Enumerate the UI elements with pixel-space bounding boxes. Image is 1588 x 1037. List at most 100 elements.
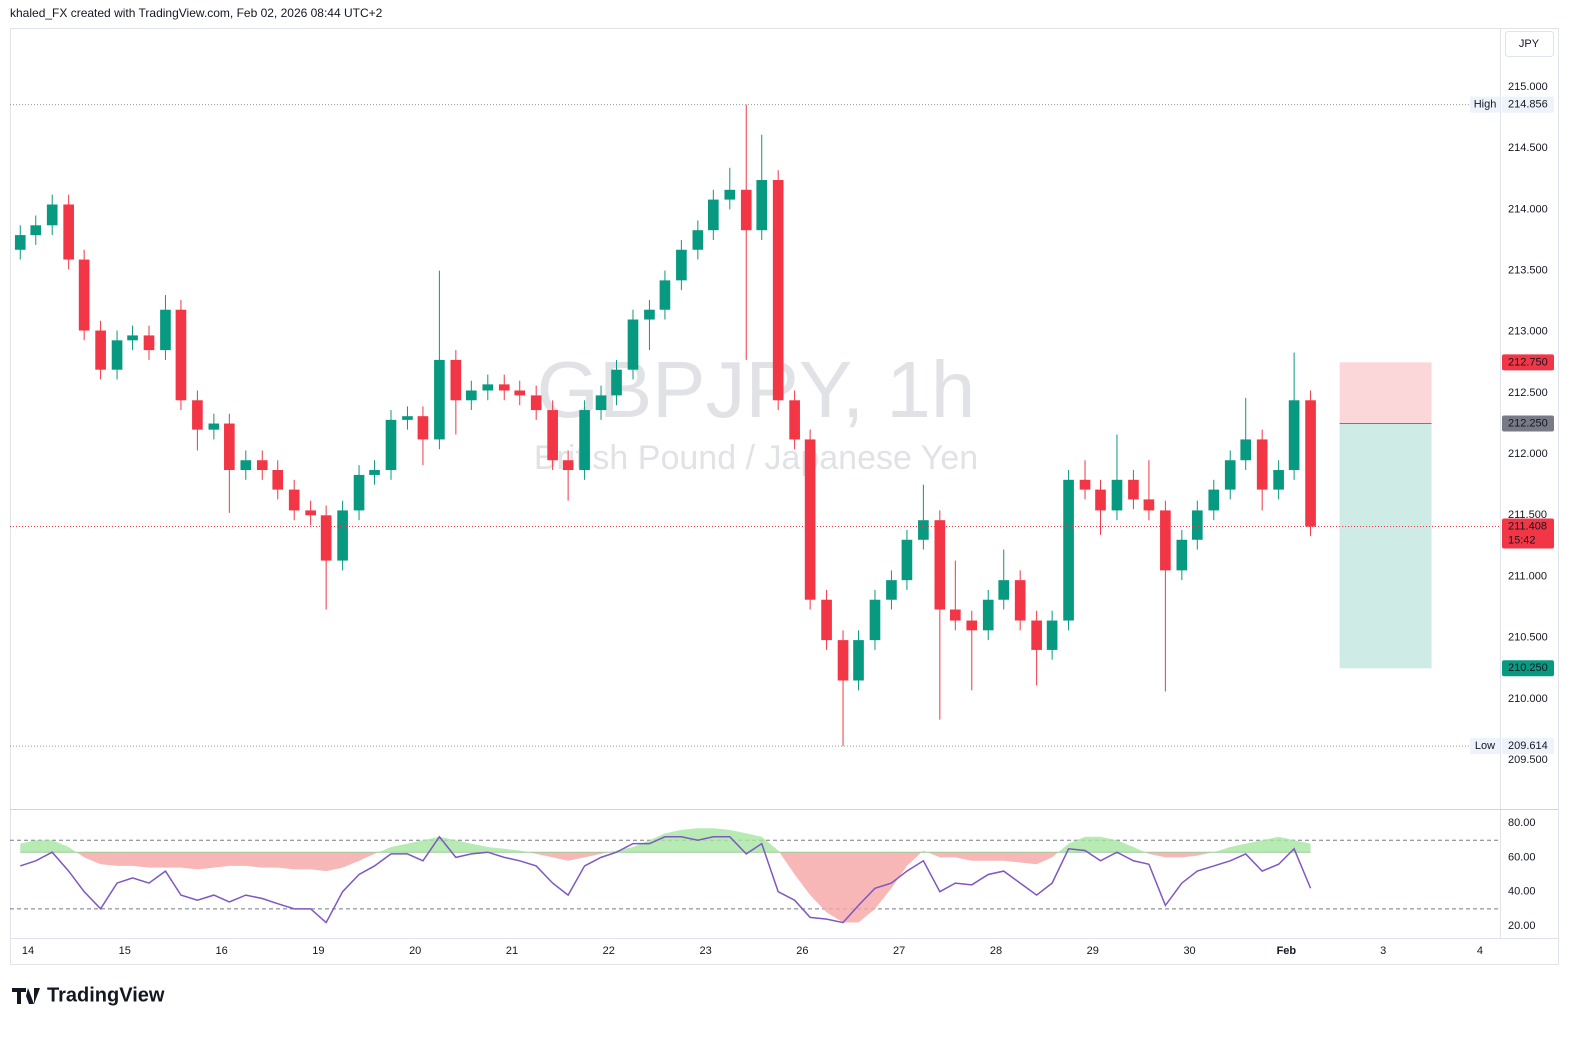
candle-body bbox=[1128, 479, 1139, 500]
candle-body bbox=[934, 520, 946, 610]
candle-body bbox=[1046, 620, 1058, 650]
watermark-title: GBPJPY, 1h bbox=[537, 345, 976, 434]
candle-body bbox=[353, 474, 365, 511]
candle-body bbox=[514, 390, 526, 396]
x-tick-label: 19 bbox=[312, 945, 324, 957]
x-tick-label: 29 bbox=[1087, 945, 1099, 957]
candle-body bbox=[111, 340, 123, 370]
candle-body bbox=[1063, 479, 1074, 621]
x-tick-label: 3 bbox=[1380, 945, 1386, 957]
candle-body bbox=[530, 395, 542, 411]
stop-label-bg bbox=[1502, 354, 1554, 371]
candle-body bbox=[998, 580, 1010, 600]
x-tick-label: 21 bbox=[506, 945, 518, 957]
candle-body bbox=[1208, 489, 1220, 511]
y-tick-label: 215.000 bbox=[1508, 81, 1548, 93]
caption: khaled_FX created with TradingView.com, … bbox=[10, 6, 383, 20]
x-tick-label: 30 bbox=[1183, 945, 1195, 957]
entry-label: 212.250 bbox=[1508, 417, 1548, 429]
y-tick-label: 214.000 bbox=[1508, 203, 1548, 215]
candle-body bbox=[804, 439, 816, 600]
candle-body bbox=[482, 384, 494, 391]
candle-body bbox=[1305, 400, 1316, 527]
candle-body bbox=[869, 599, 881, 641]
y-tick-label: 213.000 bbox=[1508, 326, 1548, 338]
candle-body bbox=[14, 235, 26, 250]
marker-value: 209.614 bbox=[1508, 740, 1548, 752]
candle-body bbox=[1079, 479, 1091, 490]
candle-body bbox=[1191, 510, 1203, 540]
candle-body bbox=[595, 395, 607, 411]
candle-body bbox=[46, 204, 58, 226]
candle-body bbox=[740, 189, 752, 231]
candle-body bbox=[224, 423, 235, 471]
target-zone bbox=[1339, 423, 1432, 669]
candle-body bbox=[949, 609, 961, 621]
x-tick-label: Feb bbox=[1277, 945, 1297, 957]
candle-body bbox=[611, 369, 622, 396]
candle-body bbox=[853, 640, 864, 681]
y-tick-label: 210.000 bbox=[1508, 693, 1548, 705]
y-tick-label: 212.000 bbox=[1508, 448, 1548, 460]
candle-body bbox=[1288, 400, 1300, 471]
candle-body bbox=[1014, 580, 1026, 621]
x-tick-label: 4 bbox=[1477, 945, 1483, 957]
marker-label: Low bbox=[1475, 740, 1495, 752]
candle-body bbox=[288, 489, 300, 511]
x-tick-label: 14 bbox=[22, 945, 34, 957]
candle-body bbox=[659, 280, 671, 310]
candle-body bbox=[320, 515, 332, 561]
candle-body bbox=[772, 180, 784, 401]
candle-body bbox=[127, 335, 138, 341]
candle-body bbox=[886, 580, 897, 600]
y-tick-label: 213.500 bbox=[1508, 264, 1548, 276]
candle-body bbox=[1160, 510, 1171, 571]
currency-box bbox=[1505, 31, 1554, 57]
candle-body bbox=[918, 520, 929, 540]
osc-tick-label: 60.00 bbox=[1508, 851, 1536, 863]
candle-body bbox=[821, 599, 832, 641]
candle-body bbox=[450, 359, 462, 401]
candle-body bbox=[240, 460, 252, 471]
candle-body bbox=[434, 359, 445, 440]
x-tick-label: 23 bbox=[699, 945, 711, 957]
stop-zone bbox=[1339, 362, 1432, 424]
candle-body bbox=[95, 330, 106, 370]
osc-tick-label: 40.00 bbox=[1508, 886, 1536, 898]
oscillator-line bbox=[20, 835, 1312, 924]
marker-value-bg bbox=[1502, 738, 1554, 755]
candle-body bbox=[208, 423, 220, 430]
candle-body bbox=[562, 460, 574, 471]
marker-value-bg bbox=[1502, 96, 1554, 113]
stop-label: 212.750 bbox=[1508, 356, 1548, 368]
x-tick-label: 20 bbox=[409, 945, 421, 957]
target-label: 210.250 bbox=[1508, 662, 1548, 674]
candle-body bbox=[1224, 460, 1236, 490]
currency: JPY bbox=[1519, 38, 1540, 50]
candle-body bbox=[579, 410, 590, 471]
candle-body bbox=[1111, 479, 1123, 511]
y-tick-label: 214.500 bbox=[1508, 142, 1548, 154]
y-tick-label: 212.500 bbox=[1508, 387, 1548, 399]
last-price-label: 211.408 bbox=[1508, 520, 1547, 532]
candle-body bbox=[385, 419, 397, 471]
candle-body bbox=[466, 390, 477, 401]
logo-text: TradingView bbox=[47, 984, 165, 1006]
y-tick-label: 210.500 bbox=[1508, 632, 1548, 644]
marker-label-bg bbox=[1470, 738, 1500, 755]
candle-body bbox=[982, 599, 994, 631]
target-label-bg bbox=[1502, 660, 1554, 677]
frame bbox=[10, 28, 1559, 965]
candle-body bbox=[30, 225, 42, 236]
x-tick-label: 15 bbox=[119, 945, 131, 957]
x-tick-label: 16 bbox=[215, 945, 227, 957]
candle-body bbox=[1256, 439, 1268, 490]
candle-body bbox=[192, 400, 203, 430]
candle-body bbox=[1095, 489, 1106, 511]
candle-body bbox=[724, 189, 736, 200]
candle-body bbox=[272, 470, 284, 490]
last-price-bg bbox=[1502, 518, 1554, 549]
candle-body bbox=[256, 460, 268, 471]
